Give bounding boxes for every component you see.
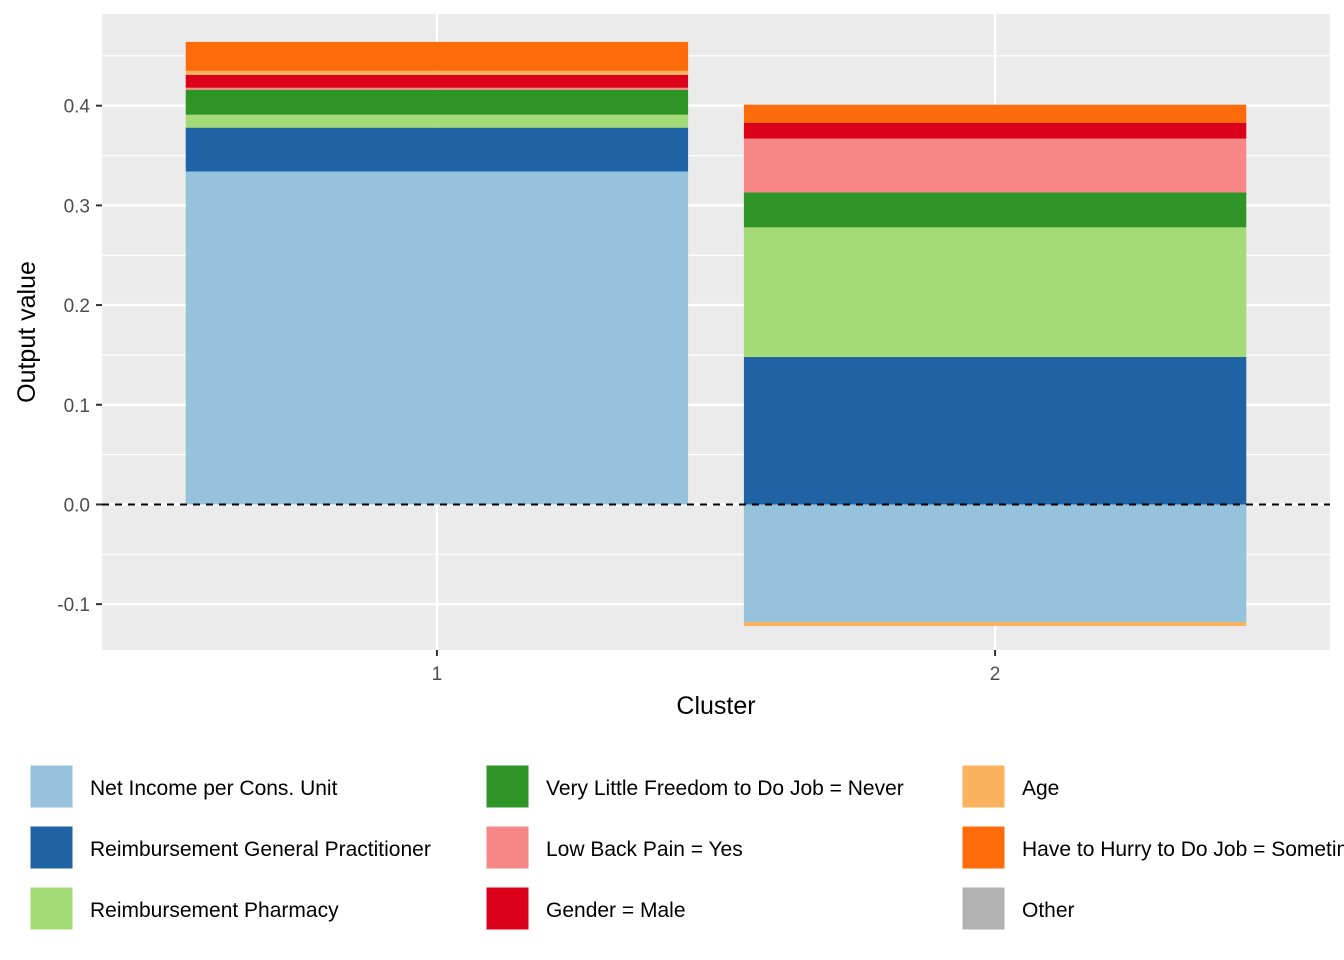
legend: Net Income per Cons. Unit Reimbursement G… [29,764,1344,931]
bar-segment [185,74,689,88]
bar-segment [185,171,689,505]
legend-label: Reimbursement General Practitioner [90,838,431,861]
y-tick-label: 0.2 [64,296,90,317]
legend-swatch [29,825,74,870]
bar-segment [185,70,689,75]
bar-segment [185,127,689,172]
legend-label: Gender = Male [546,899,686,922]
bar-segment [185,41,689,71]
axes: -0.1 0.0 0.1 0.2 0.3 0.4 1 2 [57,97,1000,685]
legend-label: Low Back Pain = Yes [546,838,743,861]
legend-swatch [485,764,530,809]
y-tick-label: 0.3 [64,196,90,217]
x-tick-label: 1 [432,664,443,685]
bar-segment [185,89,689,115]
y-tick-label: 0.1 [64,396,90,417]
legend-swatch [961,886,1006,931]
bar-segment [743,192,1247,228]
legend-label: Net Income per Cons. Unit [90,777,338,800]
legend-label: Very Little Freedom to Do Job = Never [546,777,904,800]
y-tick-label: 0.0 [64,495,90,516]
legend-swatch [485,825,530,870]
bar-segment [743,504,1247,623]
x-tick-label: 2 [990,664,1001,685]
legend-label: Have to Hurry to Do Job = Sometimes [1022,838,1344,861]
bar-segment [185,87,689,90]
bar-segment [743,622,1247,627]
bar-segment [743,138,1247,193]
y-axis-title: Output value [13,261,41,403]
legend-label: Other [1022,899,1075,922]
y-tick-label: 0.4 [64,97,91,118]
legend-label: Age [1022,777,1059,800]
x-axis-title: Cluster [676,692,755,720]
bars [185,41,1247,627]
legend-swatch [961,825,1006,870]
bar-segment [743,104,1247,123]
legend-label: Reimbursement Pharmacy [90,899,339,922]
bar-segment [743,356,1247,505]
legend-swatch [961,764,1006,809]
legend-swatch [485,886,530,931]
bar-segment [185,114,689,128]
y-tick-label: -0.1 [57,595,90,616]
legend-swatch [29,886,74,931]
legend-swatch [29,764,74,809]
bar-segment [743,227,1247,357]
bar-segment [743,122,1247,139]
